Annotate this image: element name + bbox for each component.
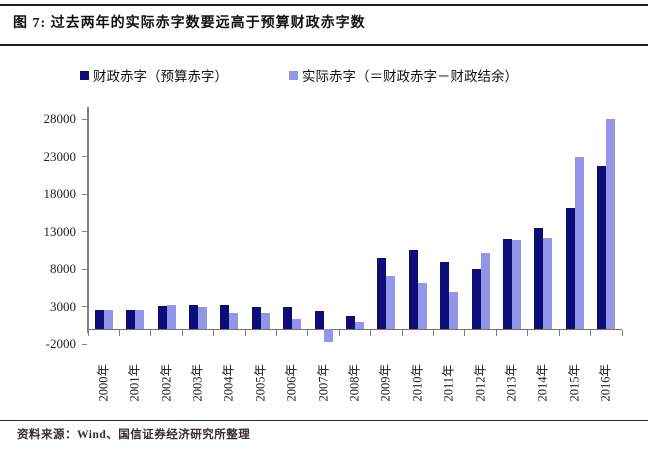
bar (440, 261, 450, 330)
bar (543, 238, 553, 329)
bar (197, 307, 207, 329)
bar (126, 309, 136, 330)
y-axis-tick-label: 3000 (50, 298, 76, 314)
y-axis-tick-label: 23000 (43, 148, 77, 164)
y-axis-tick (82, 343, 87, 345)
x-axis-tick (307, 330, 309, 337)
bar (377, 257, 387, 329)
y-axis-tick-label: 28000 (43, 111, 77, 127)
legend-swatch-actual-deficit (289, 70, 298, 80)
y-axis-tick (82, 118, 87, 120)
x-axis-label: 2013年 (504, 363, 519, 402)
x-axis-label: 2006年 (284, 363, 299, 402)
bar (229, 313, 239, 329)
bar (135, 310, 145, 330)
bar (606, 118, 616, 329)
bar (220, 305, 230, 329)
y-axis (87, 107, 89, 333)
footer-rule (0, 420, 648, 422)
bar (503, 239, 513, 329)
bar (166, 305, 176, 329)
x-axis-tick (244, 330, 246, 337)
bar (346, 315, 355, 329)
y-axis-tick (82, 156, 87, 158)
y-axis-tick-label: 8000 (50, 261, 76, 277)
legend-label-actual-deficit: 实际赤字（＝财政赤字－财政结余） (302, 69, 518, 84)
bar (355, 321, 364, 330)
x-axis-tick (621, 330, 623, 337)
bar (292, 319, 302, 330)
legend-item-actual-deficit: 实际赤字（＝财政赤字－财政结余） (289, 65, 518, 85)
y-axis-tick-label: 18000 (43, 186, 77, 202)
bar (408, 250, 418, 330)
y-axis-tick-label: -2000 (45, 336, 76, 351)
chart-legend: 财政赤字（预算赤字） 实际赤字（＝财政赤字－财政结余） (0, 63, 648, 85)
bar (417, 282, 427, 330)
bar (188, 305, 198, 329)
x-axis-label: 2011年 (441, 364, 456, 402)
x-axis-tick (433, 330, 435, 337)
bar (314, 310, 324, 330)
x-axis-label: 2008年 (347, 363, 362, 402)
x-axis-tick (558, 330, 560, 337)
x-axis (88, 328, 622, 331)
x-axis-label: 2001年 (127, 363, 142, 402)
x-axis-tick (590, 330, 592, 337)
bar (565, 207, 575, 329)
bar (471, 269, 481, 329)
x-axis-tick (150, 330, 152, 337)
x-axis-tick (464, 330, 466, 337)
bar (480, 252, 490, 330)
x-axis-label: 2015年 (567, 363, 582, 402)
x-axis-tick (275, 330, 277, 337)
bar (283, 306, 293, 329)
bar (323, 329, 333, 342)
legend-item-budget-deficit: 财政赤字（预算赤字） (80, 65, 228, 85)
bar (574, 156, 584, 329)
x-axis-label: 2014年 (535, 363, 550, 402)
figure-title: 图 7: 过去两年的实际赤字数要远高于预算财政赤字数 (13, 16, 366, 31)
plot-area: -2000 3000 8000 13000 18000 23000 28000 2000年 20… (44, 107, 623, 402)
x-axis-tick (527, 330, 529, 337)
y-axis-tick (82, 306, 87, 308)
x-axis-tick (181, 330, 183, 337)
title-underline-rule (0, 44, 648, 46)
x-axis-label: 2005年 (253, 363, 268, 402)
x-axis-label: 2012年 (473, 363, 488, 402)
bar (157, 305, 167, 329)
bar (251, 306, 261, 329)
x-axis-label: 2004年 (221, 363, 236, 402)
x-axis-label: 2002年 (159, 363, 174, 402)
y-axis-tick (82, 231, 87, 233)
x-axis-label: 2003年 (190, 363, 205, 402)
top-rule (0, 4, 648, 6)
x-axis-label: 2000年 (96, 363, 111, 402)
bar (512, 239, 522, 329)
bar (597, 165, 607, 330)
x-axis-label: 2009年 (378, 363, 393, 402)
x-axis-tick (401, 330, 403, 337)
y-axis-tick (82, 193, 87, 195)
x-axis-label: 2016年 (598, 363, 613, 402)
bar (449, 292, 459, 330)
bar (386, 275, 396, 329)
y-axis-tick-label: 13000 (43, 223, 77, 239)
x-axis-tick (495, 330, 497, 337)
source-note: 资料来源：Wind、国信证券经济研究所整理 (17, 429, 251, 441)
bar (94, 309, 104, 330)
x-axis-tick (118, 330, 120, 337)
x-axis-tick (213, 330, 215, 337)
y-axis-tick (82, 268, 87, 270)
x-axis-tick (87, 330, 89, 337)
bar (260, 313, 270, 330)
x-axis-tick (338, 330, 340, 337)
legend-swatch-budget-deficit (80, 70, 89, 80)
x-axis-tick (370, 330, 372, 337)
legend-label-budget-deficit: 财政赤字（预算赤字） (93, 69, 228, 84)
x-axis-label: 2010年 (410, 363, 425, 402)
x-axis-label: 2007年 (316, 363, 331, 402)
bar (534, 227, 544, 329)
bar (103, 310, 113, 329)
